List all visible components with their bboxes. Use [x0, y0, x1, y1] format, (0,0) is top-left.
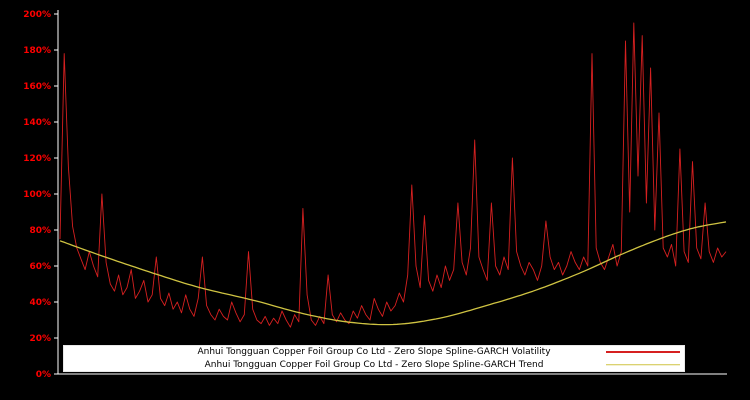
- legend-label-volatility: Anhui Tongguan Copper Foil Group Co Ltd …: [197, 347, 551, 358]
- y-axis-tick-label: 120%: [23, 154, 51, 164]
- y-axis-tick-label: 180%: [23, 46, 51, 56]
- y-axis-tick-label: 40%: [29, 298, 51, 308]
- chart-legend: Anhui Tongguan Copper Foil Group Co Ltd …: [63, 345, 685, 372]
- volatility-line-swatch: [606, 351, 680, 354]
- legend-label-trend: Anhui Tongguan Copper Foil Group Co Ltd …: [204, 359, 544, 370]
- y-axis-tick-label: 200%: [23, 10, 51, 20]
- y-axis-tick-label: 100%: [23, 190, 51, 200]
- volatility-series-line: [59, 22, 727, 328]
- trend-series-line: [59, 221, 727, 326]
- y-axis-tick-label: 140%: [23, 118, 51, 128]
- y-axis-tick-label: 20%: [29, 334, 51, 344]
- y-axis-tick-label: 80%: [29, 226, 51, 236]
- legend-item-volatility: Anhui Tongguan Copper Foil Group Co Ltd …: [64, 346, 684, 359]
- y-axis-tick-label: 0%: [36, 370, 51, 380]
- y-axis-tick-label: 60%: [29, 262, 51, 272]
- trend-line-swatch: [606, 364, 680, 366]
- y-axis-tick-label: 160%: [23, 82, 51, 92]
- legend-item-trend: Anhui Tongguan Copper Foil Group Co Ltd …: [64, 359, 684, 372]
